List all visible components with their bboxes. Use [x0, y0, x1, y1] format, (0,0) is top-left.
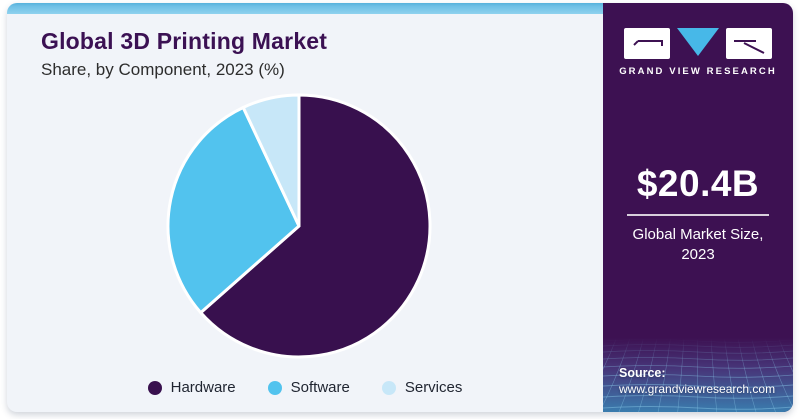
legend-dot-hardware — [147, 380, 162, 395]
legend-label-software: Software — [290, 379, 350, 396]
legend-label-services: Services — [404, 379, 463, 396]
market-size-block: $20.4B Global Market Size, 2023 — [603, 163, 793, 264]
chart-area: Global 3D Printing Market Share, by Comp… — [7, 14, 603, 412]
pie-slice-hardware — [199, 93, 432, 359]
market-size-value: $20.4B — [636, 163, 760, 204]
legend-dot-services — [381, 380, 396, 395]
legend-item-hardware: Hardware — [147, 379, 236, 396]
metric-divider — [627, 214, 769, 216]
legend-item-software: Software — [267, 379, 350, 396]
logo-v-triangle-icon — [677, 28, 719, 56]
logo-g-block-icon — [624, 27, 670, 59]
pie-chart-container — [163, 90, 435, 362]
top-accent-strip — [7, 3, 605, 14]
gvr-logo-icon — [624, 27, 772, 59]
legend-dot-software — [267, 380, 282, 395]
chart-title: Global 3D Printing Market — [41, 28, 328, 54]
infographic-card: Global 3D Printing Market Share, by Comp… — [7, 3, 793, 412]
legend-item-services: Services — [381, 379, 463, 396]
chart-subtitle: Share, by Component, 2023 (%) — [41, 60, 285, 79]
logo-r-block-icon — [726, 27, 772, 59]
pie-chart — [166, 93, 432, 359]
chart-legend: Hardware Software Services — [7, 379, 603, 396]
chart-header: Global 3D Printing Market Share, by Comp… — [7, 14, 603, 80]
source-block: Source: www.grandviewresearch.com — [619, 366, 775, 396]
legend-label-hardware: Hardware — [170, 379, 236, 396]
market-size-label: Global Market Size, 2023 — [632, 226, 764, 263]
source-url: www.grandviewresearch.com — [619, 382, 776, 396]
source-label: Source: — [619, 366, 666, 380]
pie-slice-services — [241, 93, 301, 228]
brand-logo: GRAND VIEW RESEARCH — [603, 27, 793, 77]
mesh-grid-icon — [603, 338, 793, 412]
brand-sidebar: GRAND VIEW RESEARCH $20.4B Global Market… — [603, 3, 793, 412]
mesh-decoration — [603, 338, 793, 412]
brand-name: GRAND VIEW RESEARCH — [619, 66, 777, 77]
